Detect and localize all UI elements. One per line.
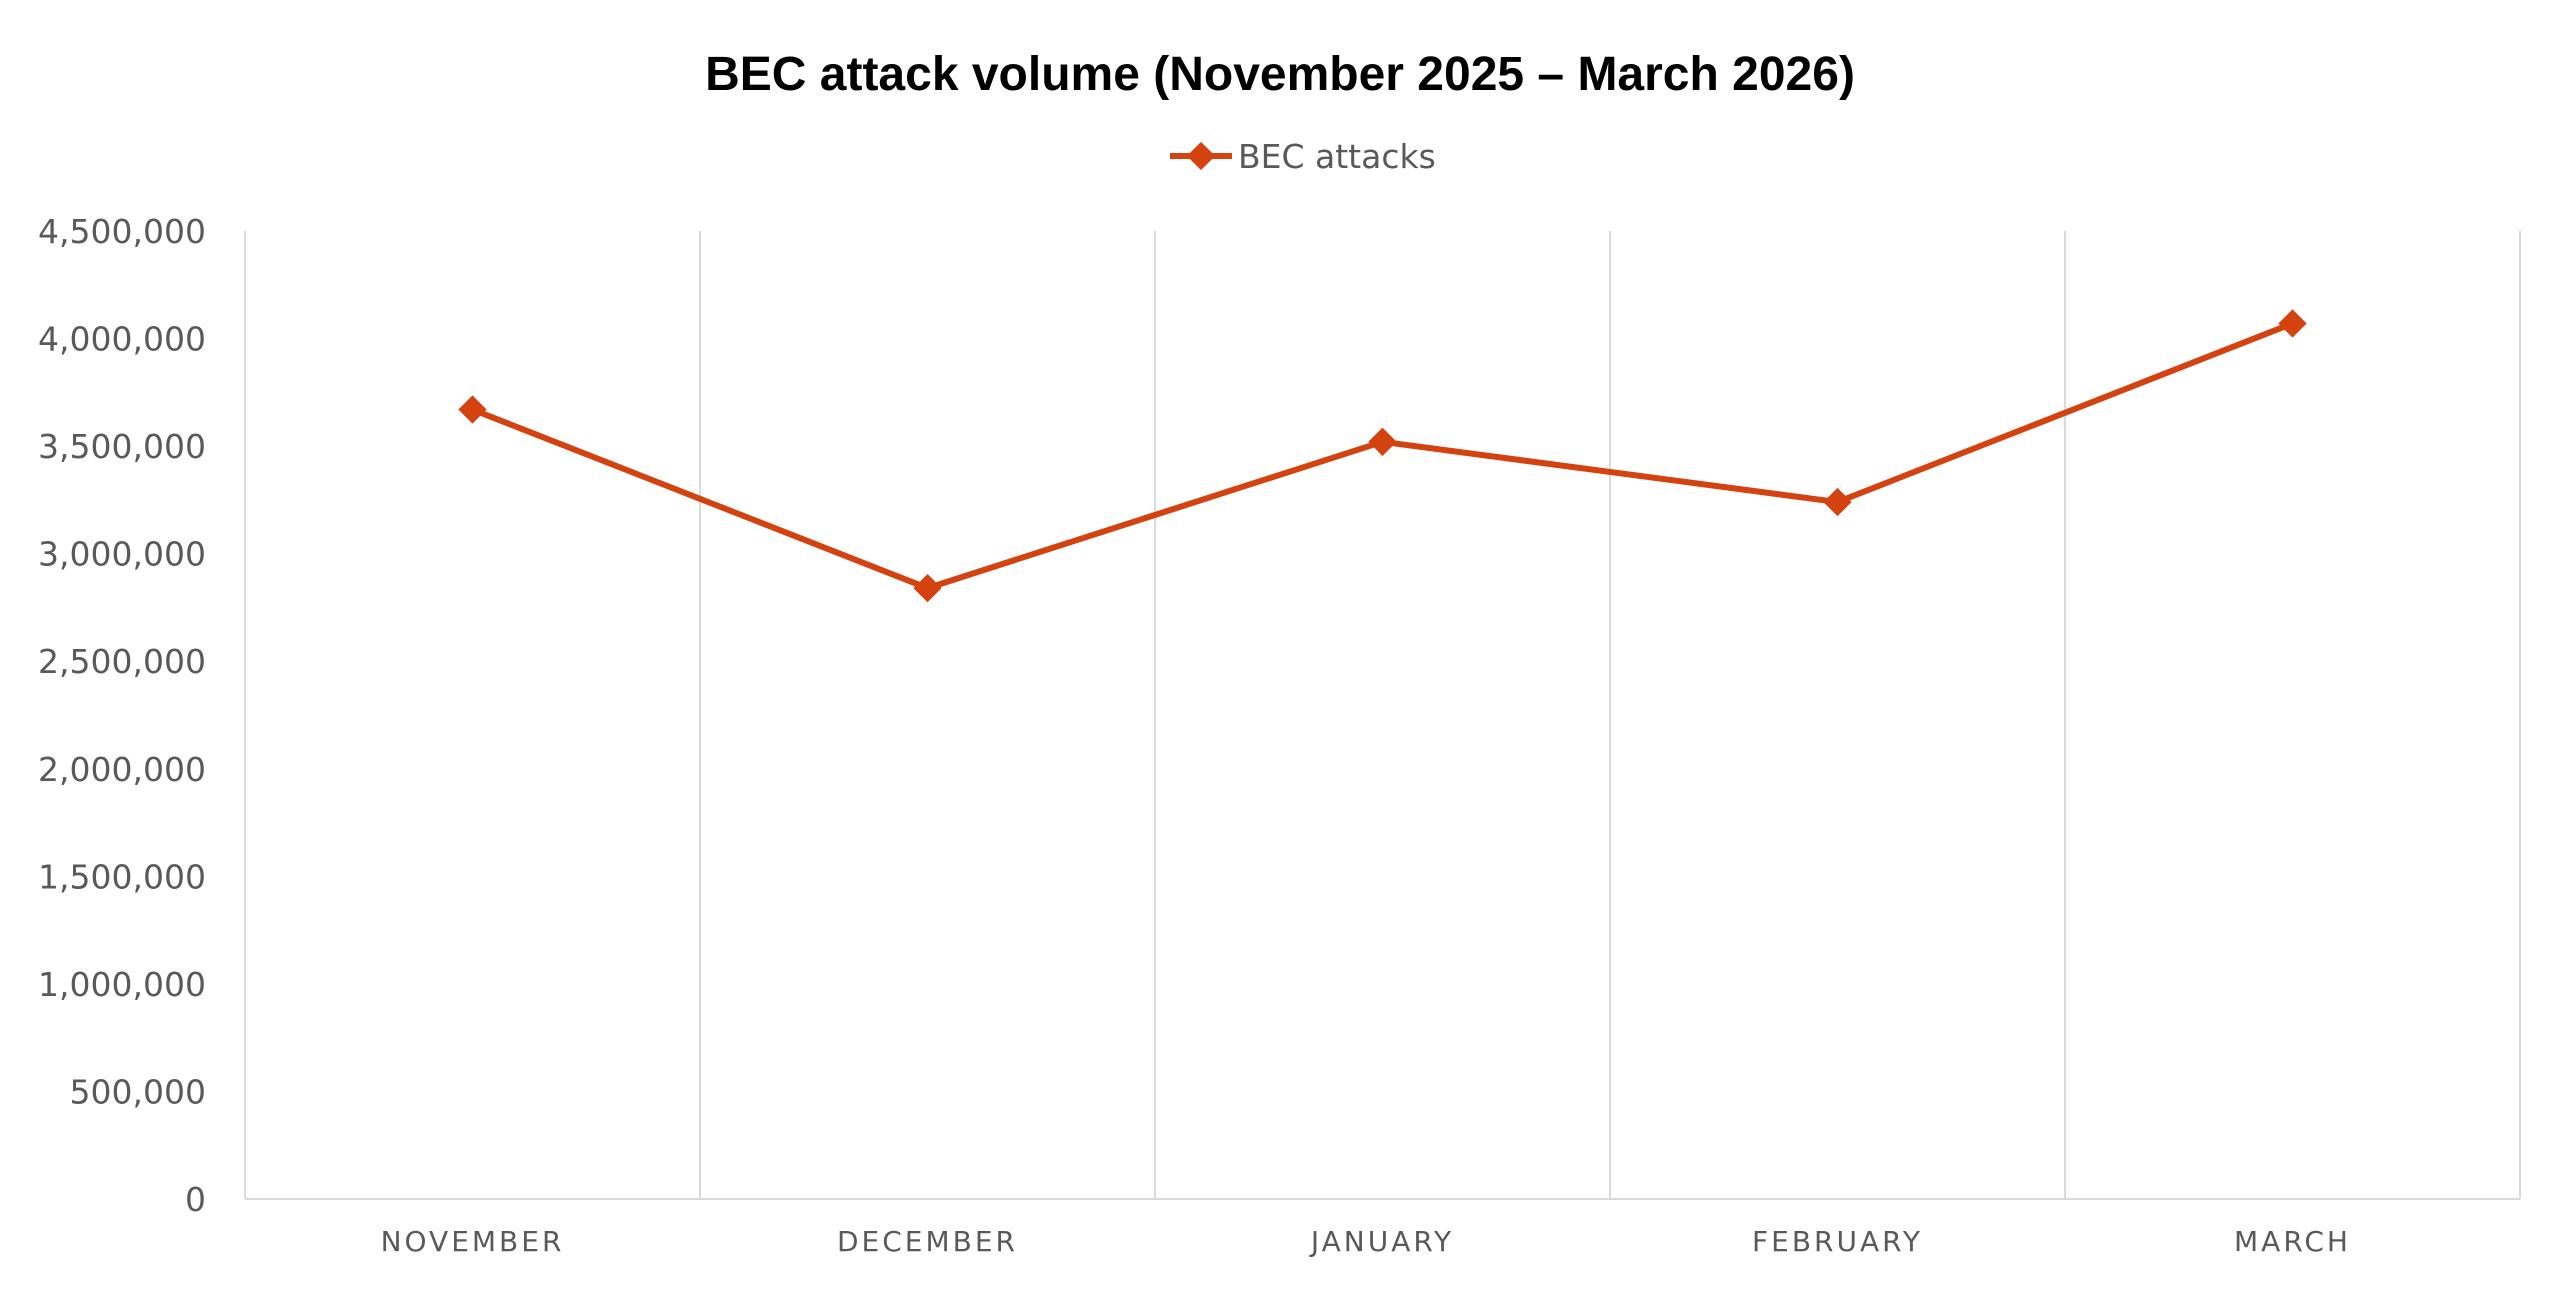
x-tick-label: FEBRUARY (1752, 1225, 1923, 1258)
data-point-marker (1368, 427, 1397, 456)
gridlines (699, 231, 2521, 1199)
legend-diamond-marker (1186, 141, 1216, 171)
y-tick-label: 1,000,000 (38, 965, 206, 1004)
chart-title: BEC attack volume (November 2025 – March… (705, 48, 1855, 101)
data-point-marker (1823, 487, 1852, 517)
y-tick-label: 3,000,000 (38, 535, 206, 574)
x-tick-label: JANUARY (1309, 1225, 1454, 1258)
data-point-marker (458, 395, 487, 424)
y-tick-label: 0 (185, 1180, 206, 1219)
y-axis-tick-labels: 0 500,000 1,000,000 1,500,000 2,000,000 2,500… (38, 212, 206, 1219)
axes (244, 231, 2520, 1200)
x-tick-label: MARCH (2234, 1225, 2351, 1258)
y-tick-label: 1,500,000 (38, 857, 206, 896)
x-axis-tick-labels: NOVEMBER DECEMBER JANUARY FEBRUARY MARCH (381, 1225, 2351, 1258)
x-tick-label: DECEMBER (837, 1225, 1018, 1258)
y-tick-label: 4,500,000 (38, 212, 206, 251)
y-tick-label: 4,000,000 (38, 320, 206, 359)
y-tick-label: 2,500,000 (38, 642, 206, 681)
y-tick-label: 500,000 (70, 1072, 206, 1111)
y-tick-label: 2,000,000 (38, 750, 206, 789)
legend-label: BEC attacks (1238, 137, 1436, 176)
data-point-marker (2278, 309, 2307, 338)
y-tick-label: 3,500,000 (38, 427, 206, 466)
x-tick-label: NOVEMBER (381, 1225, 565, 1258)
legend: BEC attacks (1170, 137, 1436, 176)
data-point-marker (913, 573, 942, 603)
series-group (458, 309, 2307, 603)
